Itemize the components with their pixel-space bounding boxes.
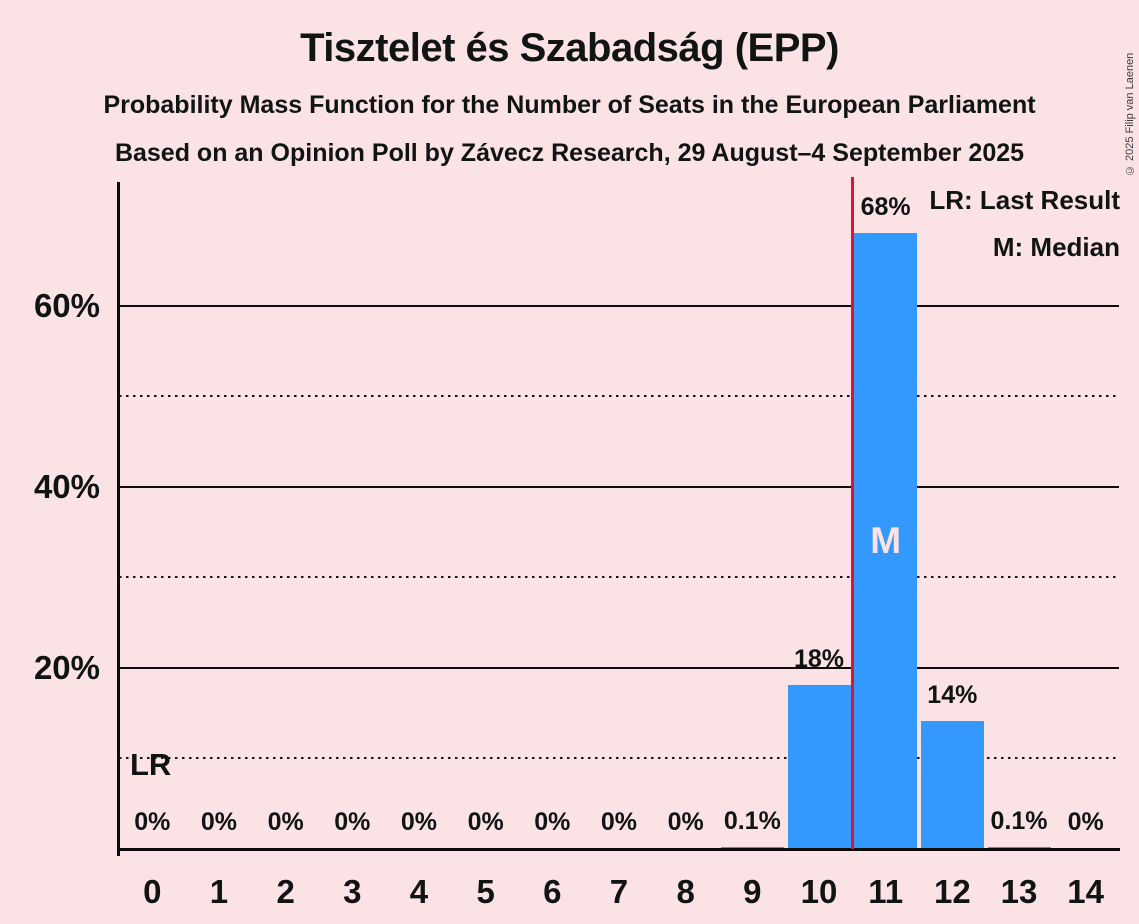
- x-tick-label-13: 13: [1000, 873, 1038, 910]
- x-tick-label-10: 10: [800, 873, 838, 910]
- gridline-solid-20: [119, 666, 1119, 669]
- gridline-dotted-10: [119, 757, 1119, 760]
- y-tick-label-40: 40%: [33, 467, 100, 505]
- legend: LR: Last Result M: Median: [929, 185, 1120, 279]
- y-tick-label-60: 60%: [33, 286, 100, 324]
- x-tick-label-8: 8: [676, 873, 695, 910]
- median-label: M: [870, 520, 902, 562]
- bar-value-label-9: 0.1%: [723, 807, 781, 836]
- bar-value-label-5: 0%: [467, 808, 504, 836]
- bar-value-label-7: 0%: [600, 808, 638, 836]
- y-axis-line: [117, 182, 120, 856]
- x-tick-label-1: 1: [209, 873, 229, 910]
- x-axis-line: [119, 848, 1120, 851]
- last-result-label: LR: [130, 747, 172, 782]
- x-tick-label-0: 0: [143, 873, 162, 910]
- x-tick-label-2: 2: [276, 873, 295, 910]
- bar-seats-10: [787, 685, 851, 848]
- copyright-notice: © 2025 Filip van Laenen: [1124, 52, 1136, 176]
- chart-source-line: Based on an Opinion Poll by Závecz Resea…: [114, 139, 1025, 167]
- bar-seats-11: [854, 232, 918, 848]
- bar-value-label-0: 0%: [134, 808, 171, 836]
- gridline-dotted-30: [119, 576, 1119, 579]
- legend-last-result: LR: Last Result: [929, 185, 1120, 215]
- bar-value-label-6: 0%: [534, 808, 571, 836]
- bar-value-label-2: 0%: [267, 808, 304, 836]
- bar-value-label-12: 14%: [927, 681, 978, 710]
- bar-value-label-11: 68%: [860, 192, 911, 221]
- last-result-line: [850, 177, 854, 849]
- bar-value-label-4: 0%: [400, 808, 438, 836]
- bar-value-label-1: 0%: [200, 808, 238, 836]
- x-tick-label-3: 3: [343, 873, 362, 910]
- bar-seats-13: [987, 847, 1051, 848]
- bar-seats-12: [920, 721, 984, 848]
- y-tick-label-20: 20%: [33, 648, 100, 686]
- bar-seats-9: [720, 847, 784, 848]
- bar-value-label-8: 0%: [667, 808, 704, 836]
- x-tick-label-7: 7: [609, 873, 629, 910]
- chart-title: Tisztelet és Szabadság (EPP): [300, 26, 839, 70]
- x-tick-label-9: 9: [743, 873, 762, 910]
- plot-area: 20% 40% 60% 0% 0% 0% 0% 0% 0% 0% 0% 0% 0.1% 18% 68% 14%…: [34, 177, 1120, 910]
- chart-subtitle: Probability Mass Function for the Number…: [103, 91, 1036, 119]
- gridline-dotted-50: [119, 395, 1119, 398]
- x-tick-label-6: 6: [543, 873, 562, 910]
- bar-value-label-10: 18%: [793, 645, 844, 674]
- x-tick-label-5: 5: [476, 873, 495, 910]
- x-tick-label-11: 11: [868, 873, 904, 910]
- x-tick-label-4: 4: [409, 873, 429, 910]
- bar-value-label-14: 0%: [1067, 808, 1104, 836]
- gridline-solid-60: [119, 304, 1119, 307]
- gridline-solid-40: [119, 485, 1119, 488]
- x-tick-label-12: 12: [933, 873, 971, 910]
- legend-median: M: Median: [992, 232, 1120, 262]
- bar-value-label-3: 0%: [334, 808, 371, 836]
- x-tick-label-14: 14: [1067, 873, 1105, 910]
- bar-value-label-13: 0.1%: [990, 807, 1048, 836]
